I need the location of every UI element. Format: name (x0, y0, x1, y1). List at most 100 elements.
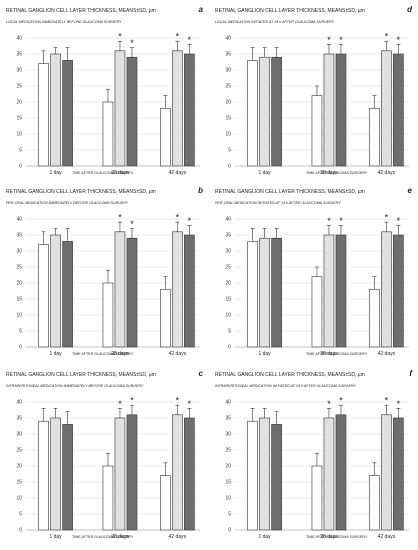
y-tick-label: 20 (225, 100, 231, 106)
significance-star: * (385, 213, 389, 223)
bar (50, 234, 61, 348)
panel-letter: a (198, 5, 203, 14)
bar (62, 241, 73, 348)
chart-panel-e: 0 5 10 15 20 25 30 35 40 1 day * * 28 days * * 42 days … (211, 183, 416, 364)
chart-subtitle: INTRAPERITONEAL MEDICATION INITIATED AT … (215, 384, 356, 388)
x-axis-title: TIME AFTER GLAUCOMA SURGERY (306, 535, 368, 539)
significance-star: * (339, 216, 343, 226)
chart-subtitle: PER-ORAL MEDICATION IMMEDIATELY BEFORE G… (6, 201, 129, 205)
x-tick-label: 42 days (378, 534, 396, 540)
y-tick-label: 0 (19, 164, 22, 170)
significance-star: * (339, 396, 343, 406)
bar (102, 465, 114, 531)
significance-star: * (118, 32, 122, 42)
y-tick-label: 30 (16, 249, 22, 255)
bar (311, 276, 323, 348)
bar (247, 60, 258, 167)
x-axis-title: TIME AFTER GLAUCOMA SURGERY (306, 352, 368, 356)
chart-panel-f: 0 5 10 15 20 25 30 35 40 1 day * * 28 days * * 42 days … (211, 366, 416, 547)
chart-plot-c: 0 5 10 15 20 25 30 35 40 1 day * * 28 days * * 42 days (16, 396, 200, 540)
significance-star: * (327, 35, 331, 45)
x-axis-title: TIME AFTER GLAUCOMA SURGERY (72, 171, 134, 175)
bar (369, 289, 380, 348)
bar (38, 63, 49, 167)
chart-panel-b: 0 5 10 15 20 25 30 35 40 1 day * * 28 days * * 42 days … (2, 183, 207, 364)
y-tick-label: 20 (16, 464, 22, 470)
bar (62, 424, 73, 531)
bar (311, 465, 323, 531)
chart-title: RETINAL GANGLION CELL LAYER THICKNESS, M… (6, 8, 156, 14)
y-tick-label: 5 (19, 329, 22, 335)
bar (172, 414, 183, 531)
y-tick-label: 35 (16, 52, 22, 58)
y-tick-label: 40 (16, 217, 22, 223)
bar (247, 241, 258, 348)
y-tick-label: 40 (225, 400, 231, 406)
bar (50, 417, 61, 531)
panel-letter: b (198, 186, 203, 195)
chart-plot-a: 0 5 10 15 20 25 30 35 40 1 day * * 28 days * * 42 days (16, 32, 200, 176)
significance-star: * (118, 213, 122, 223)
significance-star: * (176, 32, 180, 42)
bar (271, 237, 282, 348)
x-tick-label: 42 days (169, 170, 187, 176)
y-tick-label: 30 (16, 68, 22, 74)
x-tick-label: 28 days (111, 170, 129, 176)
bar (271, 56, 282, 167)
panel-letter: e (407, 186, 412, 195)
y-tick-label: 0 (228, 164, 231, 170)
y-tick-label: 40 (16, 36, 22, 42)
y-tick-label: 25 (16, 84, 22, 90)
bar (114, 50, 126, 167)
significance-star: * (130, 396, 134, 406)
bar (160, 108, 171, 167)
significance-star: * (397, 216, 401, 226)
chart-title: RETINAL GANGLION CELL LAYER THICKNESS, M… (6, 372, 156, 378)
bar (184, 417, 195, 531)
bar (381, 50, 392, 167)
y-tick-label: 10 (16, 496, 22, 502)
y-tick-label: 40 (16, 400, 22, 406)
x-tick-label: 1 day (49, 534, 62, 540)
y-tick-label: 25 (16, 448, 22, 454)
x-tick-label: 1 day (258, 351, 271, 357)
significance-star: * (327, 399, 331, 409)
significance-star: * (188, 216, 192, 226)
x-tick-label: 28 days (320, 170, 338, 176)
bar (259, 417, 270, 531)
y-tick-label: 15 (225, 116, 231, 122)
significance-star: * (339, 35, 343, 45)
y-tick-label: 10 (16, 132, 22, 138)
y-tick-label: 35 (16, 233, 22, 239)
bar (50, 53, 61, 167)
chart-title: RETINAL GANGLION CELL LAYER THICKNESS, M… (215, 372, 365, 378)
y-tick-label: 25 (225, 84, 231, 90)
bar (323, 53, 335, 167)
chart-plot-f: 0 5 10 15 20 25 30 35 40 1 day * * 28 days * * 42 days (225, 396, 409, 540)
panel-letter: d (407, 5, 412, 14)
y-tick-label: 0 (19, 345, 22, 351)
bar (184, 53, 195, 167)
x-tick-label: 42 days (169, 534, 187, 540)
x-tick-label: 42 days (378, 351, 396, 357)
significance-star: * (188, 35, 192, 45)
chart-subtitle: LOCAL MEDICATION IMMEDIATELY BEFORE GLAU… (6, 20, 122, 24)
bar (311, 95, 323, 167)
chart-panel-c: 0 5 10 15 20 25 30 35 40 1 day * * 28 days * * 42 days … (2, 366, 207, 547)
y-tick-label: 15 (225, 480, 231, 486)
significance-star: * (130, 38, 134, 48)
bar (114, 231, 126, 348)
y-tick-label: 30 (225, 432, 231, 438)
bar (114, 417, 126, 531)
y-tick-label: 35 (16, 416, 22, 422)
y-tick-label: 35 (225, 416, 231, 422)
significance-star: * (188, 399, 192, 409)
x-axis-title: TIME AFTER GLAUCOMA SURGERY (306, 171, 368, 175)
bar (160, 289, 171, 348)
y-tick-label: 10 (225, 313, 231, 319)
chart-plot-e: 0 5 10 15 20 25 30 35 40 1 day * * 28 days * * 42 days (225, 213, 409, 357)
bar (335, 234, 347, 348)
y-tick-label: 15 (16, 116, 22, 122)
chart-title: RETINAL GANGLION CELL LAYER THICKNESS, M… (6, 189, 156, 195)
bar (259, 56, 270, 167)
